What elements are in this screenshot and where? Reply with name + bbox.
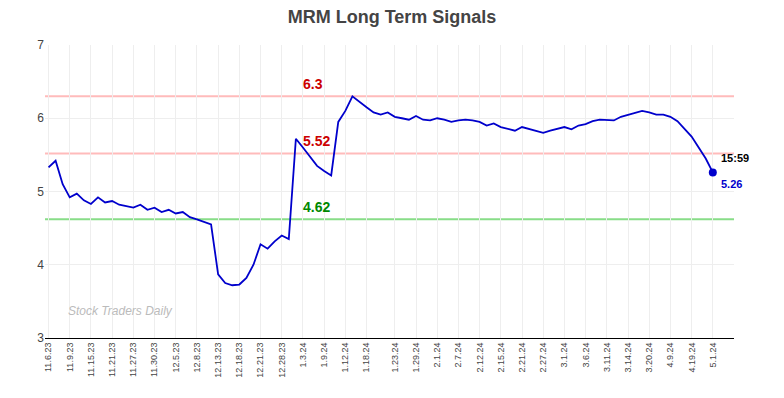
svg-text:6.3: 6.3: [303, 76, 323, 92]
svg-text:3.11.24: 3.11.24: [602, 343, 612, 372]
svg-text:11.27.23: 11.27.23: [128, 343, 138, 377]
svg-text:5.26: 5.26: [721, 178, 742, 190]
svg-text:11.9.23: 11.9.23: [65, 343, 75, 372]
svg-text:12.5.23: 12.5.23: [171, 343, 181, 373]
svg-text:3.6.24: 3.6.24: [581, 343, 591, 368]
svg-text:4: 4: [37, 258, 44, 272]
svg-text:12.8.23: 12.8.23: [192, 343, 202, 373]
svg-text:11.30.23: 11.30.23: [149, 343, 159, 377]
svg-text:2.15.24: 2.15.24: [496, 343, 506, 373]
svg-text:5: 5: [37, 185, 44, 199]
svg-text:15:59: 15:59: [721, 152, 749, 164]
svg-text:3: 3: [37, 331, 44, 345]
svg-text:4.9.24: 4.9.24: [665, 343, 675, 368]
svg-text:2.21.24: 2.21.24: [517, 343, 527, 373]
svg-text:12.28.23: 12.28.23: [277, 343, 287, 378]
svg-text:7: 7: [37, 38, 44, 52]
svg-text:3.1.24: 3.1.24: [559, 343, 569, 368]
svg-text:1.29.24: 1.29.24: [411, 343, 421, 373]
svg-text:5.52: 5.52: [303, 133, 330, 149]
svg-text:1.12.24: 1.12.24: [340, 343, 350, 373]
svg-text:12.21.23: 12.21.23: [255, 343, 265, 378]
svg-text:11.15.23: 11.15.23: [86, 343, 96, 377]
svg-text:1.9.24: 1.9.24: [319, 343, 329, 368]
svg-text:MRM Long Term Signals: MRM Long Term Signals: [288, 7, 497, 27]
svg-text:2.27.24: 2.27.24: [538, 343, 548, 373]
svg-text:3.14.24: 3.14.24: [623, 343, 633, 373]
svg-text:6: 6: [37, 111, 44, 125]
svg-text:4.62: 4.62: [303, 199, 330, 215]
svg-text:1.3.24: 1.3.24: [298, 343, 308, 368]
svg-text:2.1.24: 2.1.24: [432, 343, 442, 368]
svg-text:11.6.23: 11.6.23: [43, 343, 53, 372]
svg-text:11.21.23: 11.21.23: [107, 343, 117, 377]
svg-text:5.1.24: 5.1.24: [708, 343, 718, 368]
svg-text:3.20.24: 3.20.24: [644, 343, 654, 373]
svg-text:12.13.23: 12.13.23: [213, 343, 223, 378]
svg-text:2.12.24: 2.12.24: [475, 343, 485, 373]
svg-text:4.19.24: 4.19.24: [687, 343, 697, 373]
svg-text:Stock Traders Daily: Stock Traders Daily: [68, 304, 173, 318]
svg-text:1.18.24: 1.18.24: [361, 343, 371, 373]
svg-text:2.7.24: 2.7.24: [453, 343, 463, 368]
svg-text:12.18.23: 12.18.23: [234, 343, 244, 378]
svg-text:1.23.24: 1.23.24: [390, 343, 400, 373]
